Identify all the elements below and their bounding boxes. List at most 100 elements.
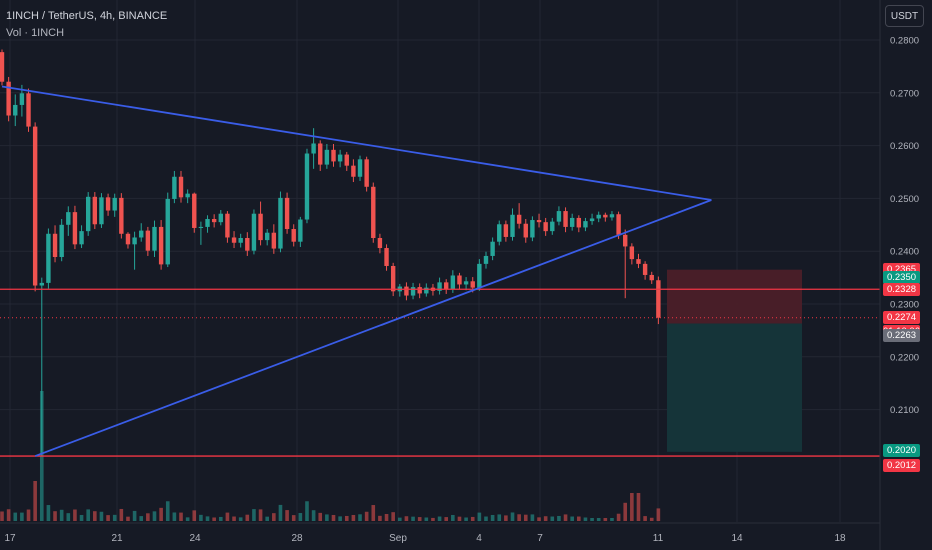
volume-bar	[510, 512, 515, 521]
volume-bar	[543, 516, 548, 521]
candle-body	[530, 220, 535, 238]
volume-bar	[504, 515, 508, 521]
volume-bar	[199, 514, 203, 521]
volume-bar	[603, 518, 608, 521]
volume-bar	[371, 505, 376, 521]
volume-bar	[610, 518, 614, 521]
volume-bar	[192, 510, 197, 521]
candle-body	[112, 197, 117, 211]
candle-body	[490, 241, 495, 256]
candlestick-series	[0, 49, 661, 457]
candle-body	[576, 217, 582, 228]
volume-bar	[344, 515, 349, 521]
candle-body	[125, 233, 131, 245]
volume-bar	[417, 517, 422, 521]
candle-body	[477, 263, 482, 288]
candle-body	[172, 176, 177, 199]
candle-body	[39, 282, 44, 286]
volume-bar	[225, 512, 230, 521]
volume-bar	[318, 512, 323, 521]
volume-bar	[577, 516, 581, 521]
volume-bar	[464, 517, 468, 521]
support-line-price-tag: 0.2012	[883, 459, 920, 473]
candle-body	[251, 213, 257, 251]
candle-body	[450, 275, 456, 290]
time-axis-label: 11	[653, 533, 664, 544]
volume-bar	[265, 516, 269, 521]
candle-body	[569, 217, 575, 227]
volume-bar	[79, 514, 84, 521]
candle-body	[284, 197, 290, 230]
volume-bar	[245, 514, 250, 521]
time-axis-label: 17	[4, 533, 16, 544]
volume-bar	[139, 516, 144, 521]
symbol-title: 1INCH / TetherUS, 4h, BINANCE	[6, 10, 168, 22]
candle-body	[211, 218, 217, 223]
candle-body	[152, 226, 157, 251]
candle-body	[609, 214, 615, 218]
volume-bar	[311, 510, 316, 521]
time-axis-label: 4	[476, 533, 482, 544]
currency-button[interactable]: USDT	[885, 5, 924, 27]
volume-bar	[152, 511, 157, 521]
candle-body	[384, 248, 389, 266]
volume-bar	[384, 514, 389, 521]
candle-body	[198, 226, 204, 228]
candle-body	[656, 280, 661, 318]
candle-body	[178, 176, 184, 198]
candle-body	[218, 213, 223, 223]
price-axis-label: 0.2700	[890, 88, 919, 99]
candle-body	[337, 154, 343, 162]
candle-body	[457, 275, 462, 285]
volume-bar	[126, 516, 130, 521]
candle-body	[649, 274, 654, 281]
last-price-tag: 0.2274	[883, 311, 920, 325]
candle-body	[311, 143, 316, 154]
volume-bar	[563, 514, 568, 521]
volume-bar	[179, 512, 183, 521]
price-axis-label: 0.2600	[890, 141, 919, 152]
volume-bar	[649, 517, 654, 521]
drawing-lines[interactable]	[0, 85, 880, 457]
volume-bar	[517, 514, 521, 521]
volume-bar	[656, 508, 661, 521]
volume-bar	[86, 509, 90, 521]
price-axis-label: 0.2300	[890, 300, 919, 311]
stop-loss-zone	[667, 269, 802, 324]
volume-bar	[364, 511, 369, 521]
candle-body	[145, 230, 151, 251]
candle-body	[265, 232, 270, 241]
candle-body	[72, 212, 78, 245]
candle-body	[158, 226, 164, 265]
horizontal-line-price-tag: 0.2328	[883, 282, 920, 296]
candle-body	[139, 230, 144, 238]
lower-trendline	[34, 199, 712, 457]
candle-body	[245, 238, 250, 251]
candle-body	[32, 126, 38, 286]
candle-body	[523, 223, 528, 238]
candle-body	[0, 52, 5, 82]
take-profit-zone	[667, 323, 802, 452]
volume-bar	[272, 513, 276, 521]
volume-bar	[278, 504, 283, 521]
volume-bar	[238, 517, 243, 521]
volume-bar	[26, 509, 31, 521]
volume-bar	[411, 516, 415, 521]
price-axis-label: 0.2500	[890, 194, 919, 205]
upper-trendline	[1, 85, 712, 201]
volume-bar	[444, 517, 449, 521]
candle-body	[6, 81, 11, 116]
candle-body	[26, 93, 31, 127]
candle-body	[463, 281, 469, 285]
candle-body	[616, 214, 621, 235]
volume-bar	[451, 514, 455, 521]
volume-bar	[53, 511, 57, 521]
short-position-tool[interactable]	[667, 269, 802, 452]
candle-body	[404, 286, 409, 296]
volume-bar	[497, 514, 502, 521]
volume-bar	[93, 511, 97, 521]
volume-bar	[358, 514, 362, 521]
volume-bar	[398, 517, 402, 521]
